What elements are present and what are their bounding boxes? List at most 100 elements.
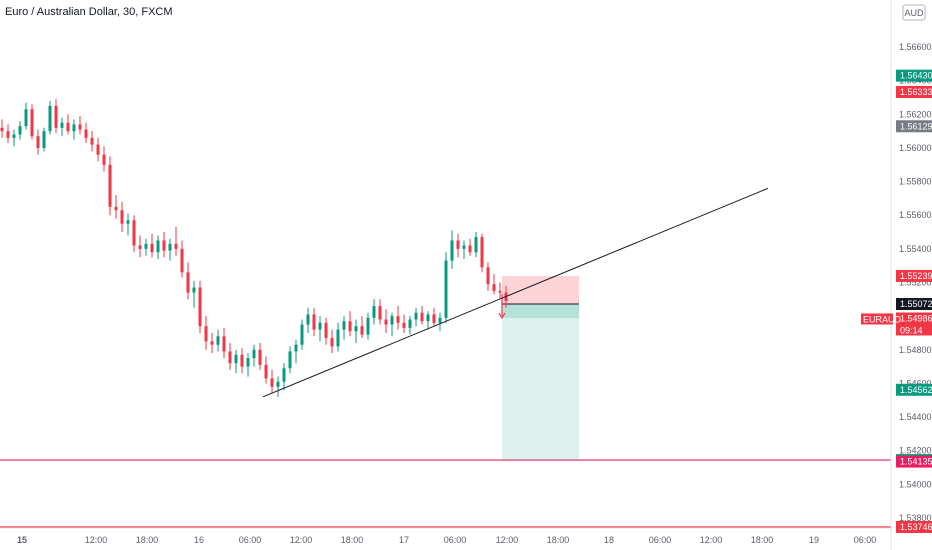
candle <box>444 252 448 323</box>
candle-body <box>402 322 406 328</box>
price-badge-value: 1.55239 <box>900 271 932 281</box>
candle <box>420 306 424 325</box>
candle-body <box>432 314 436 323</box>
candle-body <box>84 129 88 138</box>
candle-body <box>18 126 22 135</box>
candle <box>468 238 472 256</box>
price-badge-bg <box>896 120 932 133</box>
countdown-label: 09:14 <box>900 325 923 335</box>
candle-body <box>456 240 460 249</box>
time-axis[interactable]: 15 12:00 18:00 16 06:00 12:00 18:00 17 06:00 12:0… <box>0 527 891 545</box>
candle <box>306 307 310 333</box>
short-position-tool[interactable] <box>498 275 579 461</box>
time-tick-label: 12:00 <box>290 535 313 545</box>
price-badge-bg <box>896 298 932 311</box>
candle-body <box>198 287 202 327</box>
currency-box[interactable]: AUD <box>902 4 926 21</box>
price-badge: 1.56430 <box>896 69 932 82</box>
candle-body <box>42 131 46 148</box>
candle-body <box>342 321 346 330</box>
candle-body <box>366 317 370 335</box>
candle <box>102 146 106 172</box>
candle <box>222 327 226 359</box>
trendline-layer[interactable] <box>262 187 769 398</box>
time-tick-label: 18 <box>604 535 614 545</box>
candle-body <box>240 354 244 367</box>
candle-body <box>354 326 358 332</box>
stop-loss-zone[interactable] <box>502 275 579 305</box>
candle <box>426 311 430 330</box>
candle-body <box>36 136 40 148</box>
price-badge: 1.55072 <box>896 298 932 311</box>
candle-body <box>282 368 286 382</box>
candle-body <box>438 317 442 323</box>
price-axis[interactable]: 1.566001.564001.562001.560001.558001.556… <box>861 0 932 550</box>
candle-body <box>114 206 118 211</box>
candle <box>312 307 316 337</box>
candle-body <box>468 245 472 253</box>
candle <box>72 119 76 140</box>
candle-body <box>210 341 214 345</box>
candle <box>246 353 250 377</box>
horizontal-lines-layer <box>0 459 891 528</box>
candle-body <box>72 124 76 132</box>
candle <box>162 232 166 258</box>
candle <box>42 127 46 152</box>
price-tick-label: 1.54600 <box>899 378 932 388</box>
candle <box>252 344 256 367</box>
candle <box>270 369 274 394</box>
candle-body <box>390 316 394 325</box>
candle <box>60 117 64 137</box>
arrow-down-icon <box>498 312 506 320</box>
candle <box>24 102 28 130</box>
candle <box>300 319 304 350</box>
candle <box>282 363 286 391</box>
candle <box>180 240 184 278</box>
candle-body <box>372 306 376 318</box>
time-tick-label: 18:00 <box>751 535 774 545</box>
candle-body <box>270 378 274 387</box>
candle-body <box>132 220 136 246</box>
candle-body <box>0 127 4 132</box>
candle <box>318 316 322 342</box>
price-badge-bg <box>896 312 932 325</box>
price-tick-label: 1.54400 <box>899 412 932 422</box>
candle-body <box>348 321 352 332</box>
candle <box>66 114 70 135</box>
candle-body <box>162 240 166 251</box>
take-profit-zone[interactable] <box>502 304 579 461</box>
candle-body <box>138 245 142 249</box>
candle <box>336 322 340 352</box>
price-badge-value: 1.54986 <box>900 313 932 323</box>
candle <box>114 195 118 219</box>
time-tick-label: 18:00 <box>341 535 364 545</box>
candle-body <box>420 312 424 322</box>
price-tick-label: 1.54800 <box>899 345 932 355</box>
candle-body <box>330 337 334 347</box>
candle <box>216 329 220 352</box>
candle-body <box>486 267 490 285</box>
candle-body <box>312 314 316 330</box>
candle <box>228 343 232 370</box>
candle-body <box>6 131 10 138</box>
price-badge: 1.56333 <box>896 85 932 98</box>
candle <box>264 356 268 384</box>
trendline[interactable] <box>262 187 769 398</box>
time-tick-label: 06:00 <box>239 535 262 545</box>
time-tick-label: 12:00 <box>700 535 723 545</box>
price-badge-value: 1.56129 <box>900 121 932 131</box>
candles-layer <box>0 99 508 397</box>
candle-body <box>288 351 292 369</box>
price-badge-bg <box>896 269 932 282</box>
time-tick-label: 06:00 <box>444 535 467 545</box>
candle <box>48 100 52 135</box>
candle-body <box>360 326 364 335</box>
candle-body <box>120 210 124 224</box>
candle <box>360 316 364 338</box>
candle-body <box>78 124 82 130</box>
price-badge: 1.53746 <box>896 520 932 533</box>
candle <box>432 307 436 327</box>
price-badge-value: 1.53746 <box>900 522 932 532</box>
candle <box>90 131 94 152</box>
